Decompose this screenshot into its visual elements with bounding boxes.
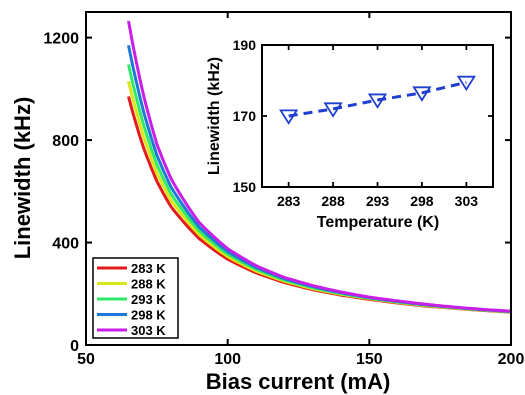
inset-marker bbox=[456, 75, 476, 92]
inset-dashed-line bbox=[288, 80, 467, 118]
inset-marker bbox=[367, 93, 388, 109]
x-tick-label: 50 bbox=[77, 351, 95, 368]
main-series-lines bbox=[127, 20, 512, 314]
main-chart: 50 100 150 200 0 400 800 1200 Bias current (mA… bbox=[10, 11, 524, 394]
main-x-axis-label: Bias current (mA) bbox=[206, 369, 391, 394]
inset-marker bbox=[279, 109, 299, 125]
inset-background bbox=[262, 45, 493, 187]
inset-y-axis-label: Linewidth (kHz) bbox=[206, 57, 223, 175]
inset-y-tick-label: 150 bbox=[233, 179, 257, 195]
legend-label: 298 K bbox=[131, 308, 166, 323]
legend-label: 303 K bbox=[131, 323, 166, 338]
x-tick-label: 200 bbox=[498, 351, 525, 368]
y-tick-label: 0 bbox=[70, 338, 79, 355]
x-tick-label: 150 bbox=[356, 351, 383, 368]
inset-x-tick-label: 293 bbox=[366, 193, 390, 209]
inset-x-tick-label: 288 bbox=[321, 193, 345, 209]
y-tick-label: 400 bbox=[52, 236, 79, 253]
inset-marker bbox=[412, 86, 432, 102]
inset-series-line bbox=[279, 75, 476, 125]
inset-chart: 283 288 293 298 303 150 170 190 Temperature (K… bbox=[206, 37, 494, 231]
y-tick-label: 1200 bbox=[43, 31, 79, 48]
inset-x-ticks: 283 288 293 298 303 bbox=[277, 45, 478, 209]
main-plot-frame bbox=[85, 11, 512, 346]
main-y-axis-label: Linewidth (kHz) bbox=[10, 97, 35, 260]
inset-marker bbox=[323, 102, 343, 118]
series-line-303k bbox=[127, 20, 512, 313]
inset-y-ticks: 150 170 190 bbox=[233, 37, 493, 195]
inset-x-tick-label: 298 bbox=[410, 193, 434, 209]
legend-label: 283 K bbox=[131, 261, 166, 276]
inset-x-tick-label: 283 bbox=[277, 193, 301, 209]
y-tick-label: 800 bbox=[52, 133, 79, 150]
inset-x-axis-label: Temperature (K) bbox=[317, 214, 439, 231]
x-tick-label: 100 bbox=[214, 351, 241, 368]
inset-x-tick-label: 303 bbox=[455, 193, 479, 209]
main-x-ticks: 50 100 150 200 bbox=[77, 12, 524, 368]
main-y-ticks: 0 400 800 1200 bbox=[43, 31, 511, 355]
legend-label: 293 K bbox=[131, 292, 166, 307]
legend-label: 288 K bbox=[131, 277, 166, 292]
inset-y-tick-label: 170 bbox=[233, 108, 257, 124]
inset-y-tick-label: 190 bbox=[233, 37, 257, 53]
